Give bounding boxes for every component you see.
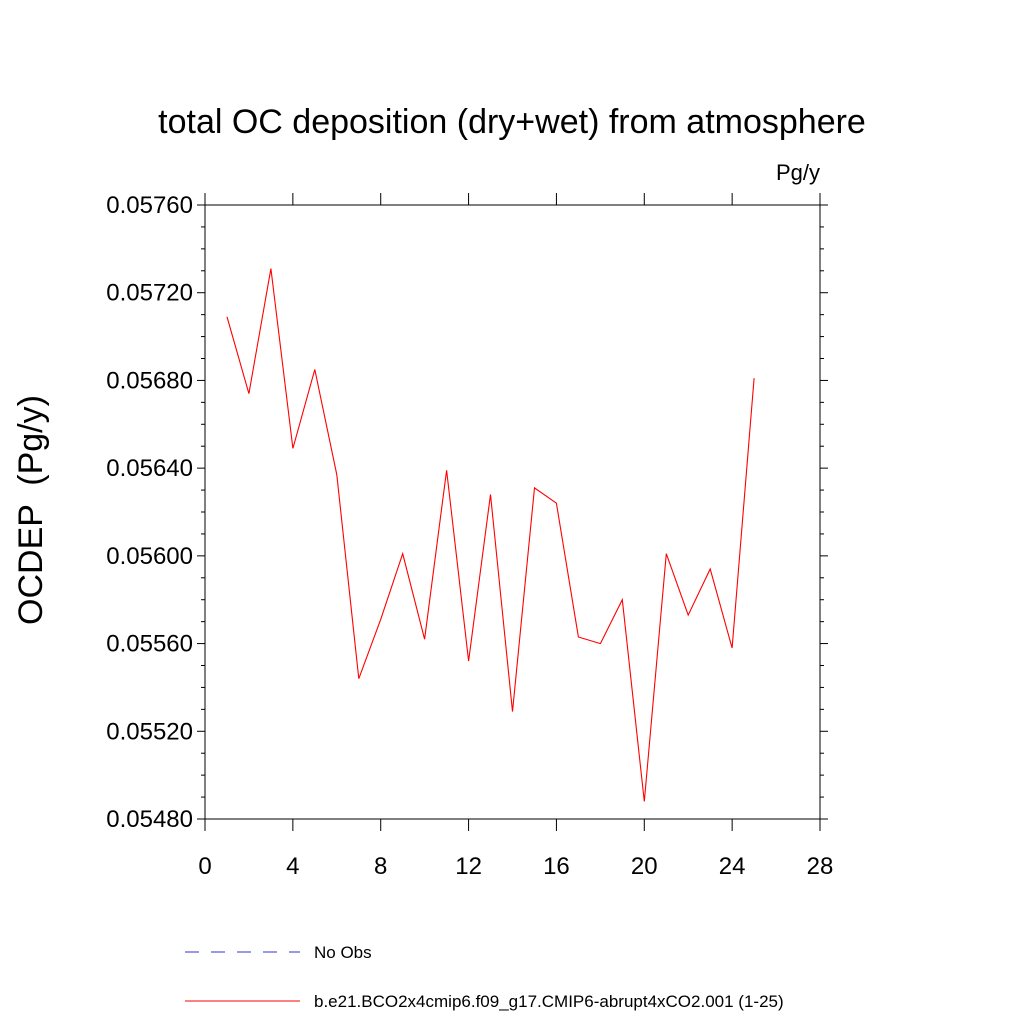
legend: No Obs b.e21.BCO2x4cmip6.f09_g17.CMIP6-ab… <box>185 943 784 1011</box>
x-tick-label: 16 <box>543 853 570 880</box>
x-tick-label: 28 <box>807 853 834 880</box>
legend-label-1: b.e21.BCO2x4cmip6.f09_g17.CMIP6-abrupt4x… <box>314 992 784 1011</box>
x-tick-label: 24 <box>719 853 746 880</box>
y-tick-label: 0.05600 <box>106 543 193 570</box>
y-axis-ticks: 0.05480 0.05520 0.05560 0.05600 0.05640 0.056… <box>106 192 828 833</box>
x-tick-label: 4 <box>286 853 299 880</box>
plot-frame <box>204 204 821 820</box>
y-tick-label: 0.05720 <box>106 280 193 307</box>
legend-label-0: No Obs <box>314 943 372 962</box>
x-tick-label: 8 <box>374 853 387 880</box>
y-tick-label: 0.05480 <box>106 806 193 833</box>
series-layer <box>226 268 755 802</box>
y-axis-label: OCDEP (Pg/y) <box>12 395 50 625</box>
y-tick-label: 0.05760 <box>106 192 193 219</box>
units-label: Pg/y <box>776 160 820 185</box>
x-tick-label: 12 <box>455 853 482 880</box>
y-tick-label: 0.05640 <box>106 455 193 482</box>
x-tick-label: 0 <box>198 853 211 880</box>
y-tick-label: 0.05680 <box>106 367 193 394</box>
y-tick-label: 0.05520 <box>106 718 193 745</box>
y-tick-label: 0.05560 <box>106 631 193 658</box>
x-tick-label: 20 <box>631 853 658 880</box>
x-axis-ticks: 0 4 8 12 16 20 24 28 <box>198 193 833 880</box>
series-line-0 <box>226 268 755 802</box>
chart-title: total OC deposition (dry+wet) from atmos… <box>158 103 866 141</box>
